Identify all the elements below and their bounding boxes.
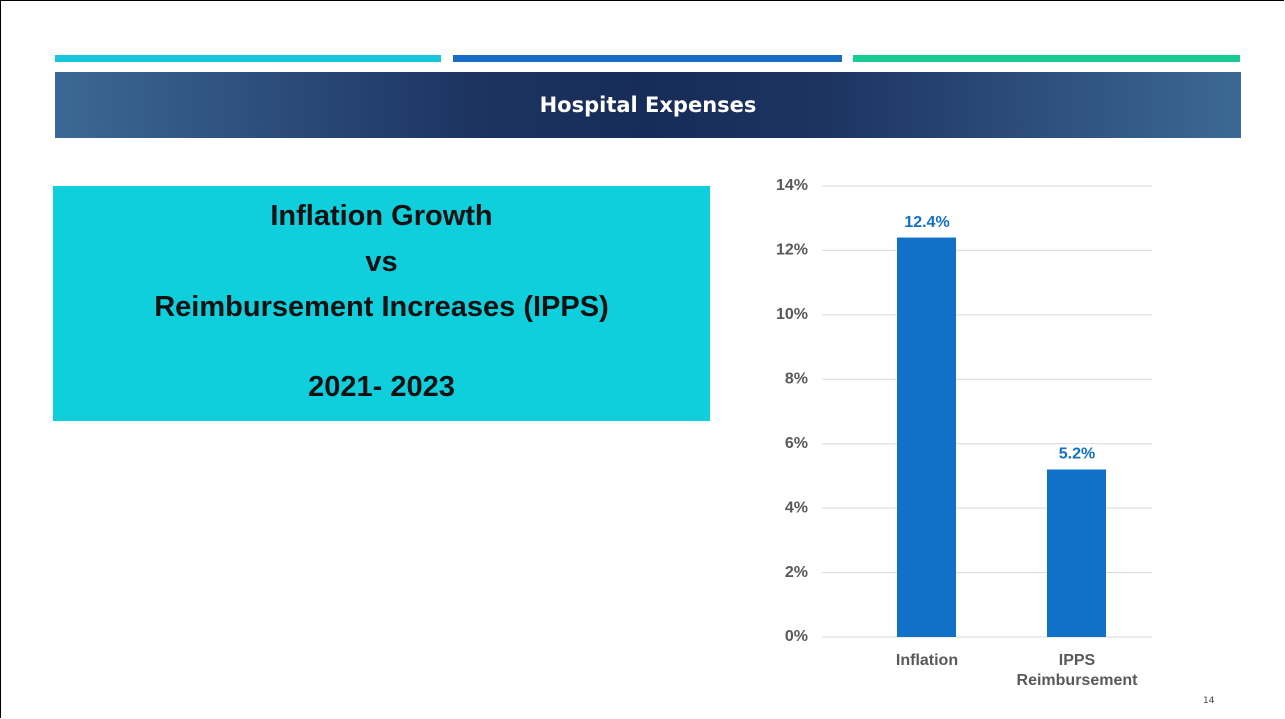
bar [1047,469,1106,637]
data-label: 5.2% [1059,446,1095,463]
y-tick-label: 2% [785,564,808,581]
y-tick-label: 0% [785,628,808,645]
stripe [453,55,842,62]
x-tick-label: Inflation [895,652,959,669]
box-line: Reimbursement Increases (IPPS) [154,291,609,323]
y-tick-label: 8% [785,371,808,388]
y-tick-label: 4% [785,499,808,516]
x-tick-label: IPPS Reimbursement [1016,652,1138,689]
y-tick-label: 12% [776,242,808,259]
title-box: Inflation Growth vs Reimbursement Increa… [53,186,710,421]
y-tick-label: 10% [776,306,808,323]
bar [897,237,956,638]
data-label: 12.4% [904,214,949,231]
page-number: 14 [1203,696,1215,706]
box-line: Inflation Growth [270,200,493,232]
box-line: vs [365,246,398,278]
stripe [55,55,441,62]
box-line: 2021- 2023 [308,371,455,403]
banner: Hospital Expenses [55,72,1241,138]
y-tick-label: 14% [776,177,808,194]
y-tick-label: 6% [785,435,808,452]
banner-title: Hospital Expenses [539,93,757,117]
stripe [853,55,1240,62]
